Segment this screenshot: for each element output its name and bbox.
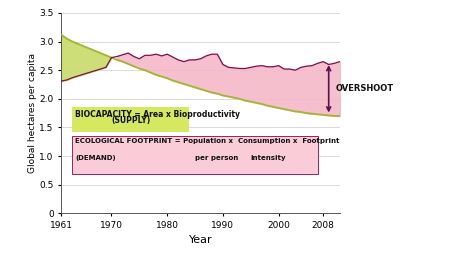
FancyBboxPatch shape xyxy=(73,136,318,174)
FancyBboxPatch shape xyxy=(73,107,189,132)
Text: OVERSHOOT: OVERSHOOT xyxy=(336,84,394,93)
Text: per person: per person xyxy=(195,155,238,161)
Text: BIOCAPACITY = Area x Bioproductivity: BIOCAPACITY = Area x Bioproductivity xyxy=(76,110,240,119)
Text: intensity: intensity xyxy=(251,155,287,161)
Text: (SUPPLY): (SUPPLY) xyxy=(111,116,151,125)
Y-axis label: Global hectares per capita: Global hectares per capita xyxy=(27,53,36,173)
Text: ECOLOGICAL FOOTPRINT = Population x  Consumption x  Footprint: ECOLOGICAL FOOTPRINT = Population x Cons… xyxy=(76,138,340,144)
X-axis label: Year: Year xyxy=(189,235,212,245)
Text: (DEMAND): (DEMAND) xyxy=(76,155,116,161)
